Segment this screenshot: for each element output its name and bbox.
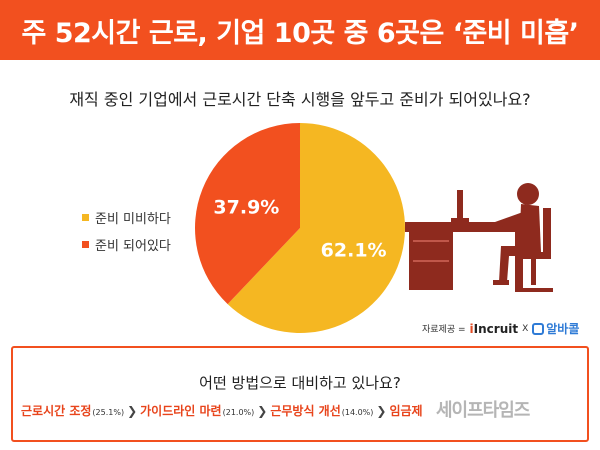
chevron-right-icon: ❯	[257, 403, 268, 418]
legend-label-unprepared: 준비 미비하다	[95, 212, 171, 227]
survey-question: 재직 중인 기업에서 근로시간 단축 시행을 앞두고 준비가 되어있나요?	[69, 90, 531, 109]
incruit-logo: iIncruit	[469, 321, 519, 336]
method-pct: (21.0%)	[222, 408, 255, 417]
chevron-right-icon: ❯	[376, 403, 387, 418]
pie-slice-label: 62.1%	[321, 239, 387, 261]
method-item: 근무방식 개선(14.0%)	[270, 402, 373, 419]
albacall-name: 알바콜	[546, 322, 580, 336]
data-source: 자료제공 = iIncruit X 알바콜	[422, 320, 579, 337]
page-title: 주 52시간 근로, 기업 10곳 중 6곳은 ‘준비 미흡’	[0, 0, 600, 60]
watermark: 세이프타임즈	[436, 400, 530, 421]
method-label: 근무방식 개선	[270, 404, 341, 418]
pie-slice	[227, 123, 405, 333]
method-item: 임금제	[389, 402, 422, 419]
pie-chart: 62.1% 37.9%	[195, 123, 405, 333]
method-label: 가이드라인 마련	[140, 404, 222, 418]
chart-legend: 준비 미비하다 준비 되어있다	[82, 208, 171, 262]
method-pct: (14.0%)	[341, 408, 374, 417]
method-label: 근로시간 조정	[21, 404, 92, 418]
source-label: 자료제공 =	[422, 325, 466, 335]
methods-box: 어떤 방법으로 대비하고 있나요? 근로시간 조정(25.1%) ❯ 가이드라인…	[11, 346, 589, 442]
legend-swatch-unprepared	[82, 214, 89, 221]
source-times: X	[522, 323, 529, 334]
chevron-right-icon: ❯	[127, 403, 138, 418]
pie-slice-label: 37.9%	[213, 197, 279, 219]
method-label: 임금제	[389, 404, 423, 418]
albacall-icon	[532, 322, 545, 335]
method-item: 근로시간 조정(25.1%)	[21, 402, 124, 419]
method-item: 가이드라인 마련(21.0%)	[140, 402, 254, 419]
office-worker-illustration	[405, 183, 553, 292]
pie-slice	[195, 123, 300, 305]
method-pct: (25.1%)	[92, 408, 125, 417]
albacall-logo: 알바콜	[532, 320, 579, 337]
legend-swatch-prepared	[82, 241, 89, 248]
legend-item-unprepared: 준비 미비하다	[82, 208, 171, 227]
legend-item-prepared: 준비 되어있다	[82, 235, 171, 254]
methods-title: 어떤 방법으로 대비하고 있나요?	[199, 374, 401, 392]
methods-list: 근로시간 조정(25.1%) ❯ 가이드라인 마련(21.0%) ❯ 근무방식 …	[21, 402, 423, 419]
incruit-name: Incruit	[473, 321, 519, 336]
legend-label-prepared: 준비 되어있다	[95, 239, 171, 254]
